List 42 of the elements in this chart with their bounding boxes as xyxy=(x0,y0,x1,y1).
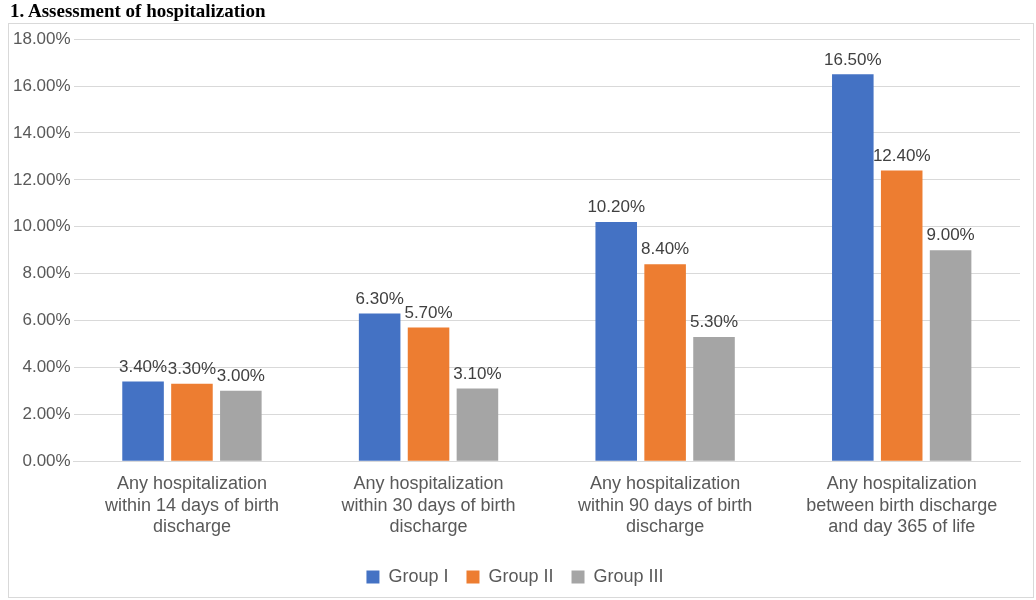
y-tick-label: 4.00% xyxy=(22,357,71,377)
data-label: 6.30% xyxy=(355,288,404,308)
bar xyxy=(644,264,686,461)
bar xyxy=(122,381,164,461)
bar xyxy=(407,327,450,461)
legend-label: Group I xyxy=(388,565,449,586)
chart-title: 1. Assessment of hospitalization xyxy=(10,0,266,22)
y-tick-label: 14.00% xyxy=(12,122,71,142)
bar xyxy=(880,170,923,461)
bar xyxy=(171,383,213,461)
x-tick-label: Any hospitalization within 14 days of birth discharge xyxy=(103,472,279,537)
data-label: 3.30% xyxy=(167,359,217,379)
data-label: 5.70% xyxy=(404,302,453,322)
y-tick-label: 0.00% xyxy=(22,450,71,470)
bar xyxy=(456,388,499,461)
data-label: 3.00% xyxy=(216,366,265,386)
legend-label: Group II xyxy=(488,565,554,586)
data-label: 3.10% xyxy=(453,363,502,383)
data-label: 12.40% xyxy=(872,145,931,165)
data-label: 8.40% xyxy=(641,239,690,259)
data-label: 9.00% xyxy=(926,225,975,245)
x-tick-label: Any hospitalization within 30 days of birth discharge xyxy=(340,472,516,537)
bar xyxy=(358,313,401,461)
data-label: 5.30% xyxy=(689,312,739,332)
bar xyxy=(595,222,638,461)
y-tick-label: 10.00% xyxy=(12,216,71,236)
x-tick-label: Any hospitalization between birth discharge and day 365 of life xyxy=(806,472,998,537)
bar xyxy=(220,390,262,461)
data-label: 16.50% xyxy=(823,49,882,69)
data-label: 3.40% xyxy=(118,356,168,376)
x-tick-label: Any hospitalization within 90 days of birth discharge xyxy=(577,472,753,537)
y-tick-label: 2.00% xyxy=(22,404,71,423)
y-tick-label: 18.00% xyxy=(12,28,71,48)
bar xyxy=(832,74,874,461)
data-label: 10.20% xyxy=(587,197,646,217)
bar xyxy=(693,336,735,461)
bar xyxy=(929,250,972,461)
y-tick-label: 8.00% xyxy=(22,263,71,283)
y-tick-label: 12.00% xyxy=(12,169,71,189)
y-tick-label: 6.00% xyxy=(22,310,71,330)
y-tick-label: 16.00% xyxy=(12,75,71,95)
legend-label: Group III xyxy=(593,565,664,586)
